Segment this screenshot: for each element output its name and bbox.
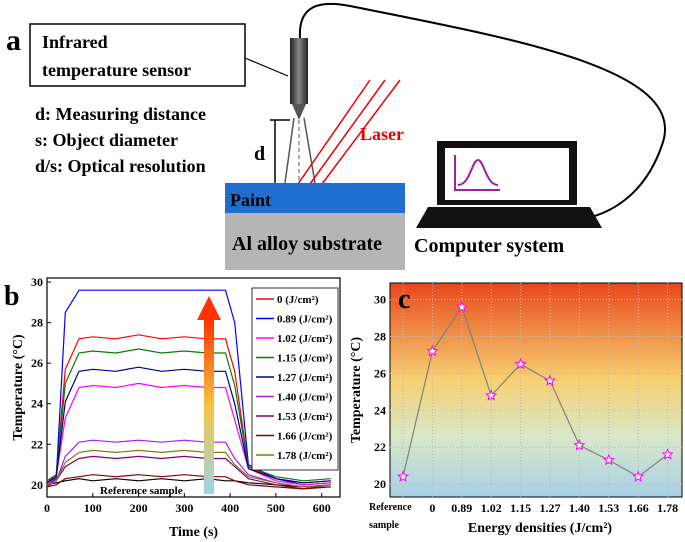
laptop-display	[445, 148, 569, 200]
x-tick-label: 400	[221, 501, 239, 515]
cone	[303, 117, 316, 184]
x-tick-label: 600	[313, 501, 331, 515]
series-line	[46, 455, 331, 490]
y-tick-label: 28	[31, 316, 43, 330]
x-tick-label: Reference sample	[369, 502, 412, 531]
sensor-label: Infrared	[42, 32, 108, 52]
legend-label: 1.02 (J/cm²)	[277, 333, 333, 345]
panel-label: a	[6, 24, 21, 57]
y-tick-label: 24	[31, 397, 43, 411]
paint-label: Paint	[230, 190, 271, 210]
legend-label: 1.15 (J/cm²)	[277, 353, 333, 365]
legend-label: 0 (J/cm²)	[277, 294, 319, 306]
point	[661, 448, 674, 460]
series-line	[46, 366, 331, 484]
y-tick-label: 26	[374, 366, 386, 380]
legend-label: 1.66 (J/cm²)	[277, 431, 333, 443]
legend-label: 1.78 (J/cm²)	[277, 450, 333, 462]
series-line	[46, 439, 331, 488]
probe-tip	[292, 104, 306, 120]
point	[514, 357, 527, 370]
point	[455, 300, 468, 313]
pointer	[244, 57, 289, 77]
y-tick-label: 20	[374, 477, 386, 491]
y-tick-label: 28	[374, 330, 386, 344]
x-tick-label: 1.66	[628, 501, 649, 515]
plot-background	[389, 282, 683, 498]
cable	[298, 2, 666, 221]
legend-line: s: Object diameter	[35, 130, 178, 150]
point	[602, 453, 615, 466]
y-tick-label: 22	[374, 440, 386, 454]
legend-label: 1.53 (J/cm²)	[277, 411, 333, 423]
legend-label: 0.89 (J/cm²)	[277, 314, 333, 326]
x-tick-label: 0.89	[451, 501, 472, 515]
laser-ray	[309, 79, 386, 185]
probe	[290, 38, 308, 104]
substrate-label: Al alloy substrate	[232, 233, 382, 255]
point	[543, 374, 557, 386]
series-line	[46, 334, 331, 484]
paint-layer	[225, 183, 405, 213]
x-tick-label: 1.15	[510, 501, 531, 515]
x-tick-label: 500	[267, 501, 285, 515]
point	[426, 345, 439, 357]
series-line	[46, 449, 331, 488]
reference-line	[46, 478, 331, 488]
x-tick-label: 1.40	[569, 501, 590, 515]
y-tick-label: 24	[374, 403, 386, 417]
sensor-label: temperature sensor	[42, 60, 191, 80]
x-tick-label: 100	[84, 501, 102, 515]
x-tick-label: 300	[175, 501, 193, 515]
panel-label: c	[398, 284, 410, 315]
computer-label: Computer system	[414, 235, 565, 257]
x-tick-label: 1.02	[481, 501, 502, 515]
x-tick-label: 1.27	[540, 501, 561, 515]
point	[632, 470, 645, 482]
trend-arrow-head	[197, 296, 221, 320]
legend-line: d: Measuring distance	[35, 104, 206, 124]
y-tick-label: 30	[31, 275, 43, 289]
series-line	[46, 382, 331, 486]
laser-ray	[297, 79, 371, 185]
y-tick-label: 30	[374, 293, 386, 307]
x-tick-label: 0	[44, 501, 50, 515]
x-tick-label: 1.53	[598, 501, 619, 515]
y-tick-label: 26	[31, 356, 43, 370]
legend-label: 1.27 (J/cm²)	[277, 372, 333, 384]
cone	[284, 117, 295, 184]
y-axis-label: Temperature (°C)	[349, 337, 364, 444]
laptop-base	[416, 207, 602, 228]
laser-ray	[321, 79, 401, 185]
substrate	[225, 213, 405, 270]
x-tick-label: 1.78	[657, 501, 678, 515]
sensor-box	[29, 23, 246, 87]
x-axis-label: Energy densities (J/cm²)	[468, 521, 613, 536]
point	[485, 389, 498, 401]
panel-a: a Infrared temperature sensor d s Laser …	[6, 2, 666, 270]
trend-arrow	[204, 318, 214, 494]
series-line	[46, 474, 331, 490]
y-tick-label: 22	[31, 437, 43, 451]
d-label: d	[254, 143, 265, 165]
x-axis-label: Time (s)	[169, 525, 218, 540]
panel-label: b	[4, 281, 20, 312]
x-tick-label: 0	[429, 501, 435, 515]
screen-plot	[454, 155, 500, 191]
y-tick-label: 20	[31, 478, 43, 492]
laser-label: Laser	[360, 124, 404, 144]
point	[573, 438, 586, 451]
reference-label: Reference sample	[100, 485, 183, 497]
series-line	[46, 348, 331, 482]
legend-label: 1.40 (J/cm²)	[277, 392, 333, 404]
point	[396, 470, 410, 482]
x-tick-label: 200	[130, 501, 148, 515]
series-line	[402, 305, 668, 478]
y-axis-label: Temperature (°C)	[11, 334, 26, 441]
legend-line: d/s: Optical resolution	[35, 156, 206, 176]
